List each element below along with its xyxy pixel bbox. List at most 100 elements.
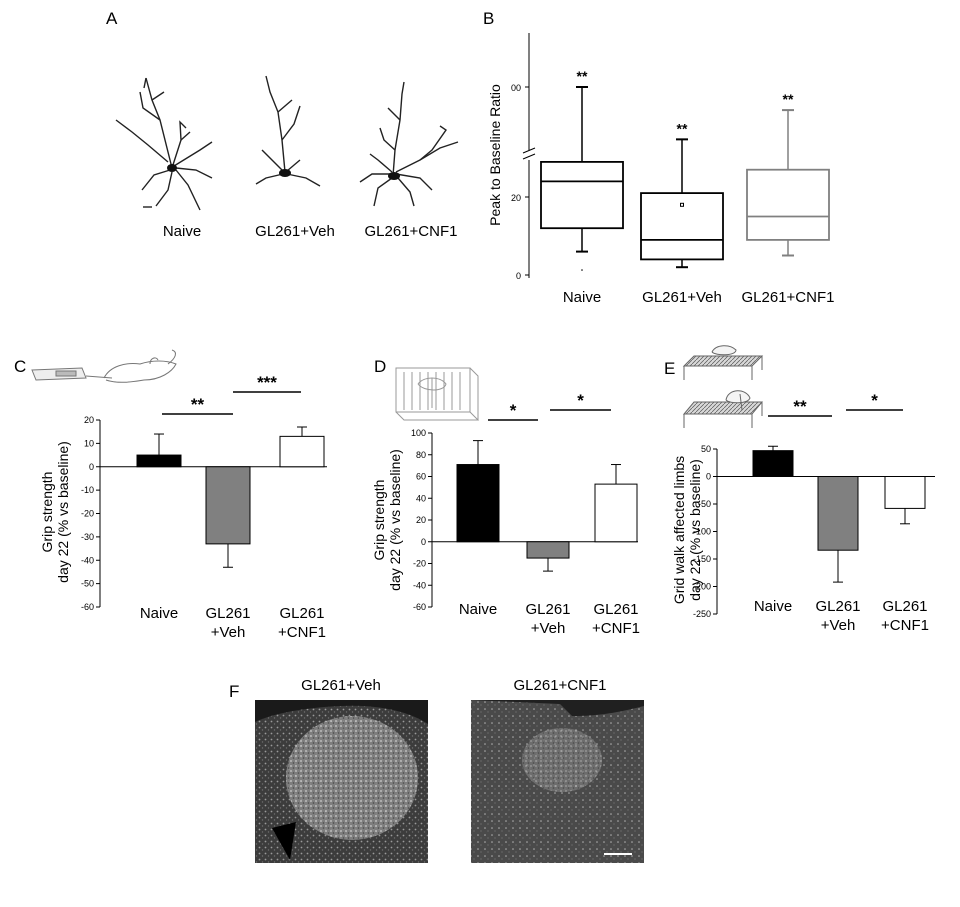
x-category-label: GL261 — [815, 598, 860, 615]
bar — [526, 541, 570, 559]
y-tick-label: -60 — [413, 602, 426, 612]
y-tick-label: -40 — [413, 580, 426, 590]
panel-a: A — [106, 9, 459, 240]
bar — [752, 450, 794, 477]
panel-c-barchart: C Grip strength day 22 (% vs baseline) 2… — [14, 349, 327, 641]
panel-d-barchart: D Grip strength day 22 (% vs baseline) 1… — [371, 357, 640, 637]
significance-label: ** — [191, 395, 205, 414]
y-tick-label: -20 — [81, 509, 94, 519]
y-tick-label: 80 — [416, 450, 426, 460]
bar — [456, 464, 500, 543]
micrograph-title-veh: GL261+Veh — [301, 677, 381, 694]
box — [746, 168, 830, 241]
grip-test-illustration — [31, 349, 177, 383]
x-category-label: Naive — [140, 605, 178, 622]
significance-label: ** — [577, 68, 588, 84]
significance-label: * — [577, 391, 584, 410]
y-tick-label: 20 — [511, 193, 521, 203]
y-axis-label-line1: Grip strength — [371, 480, 387, 561]
box — [640, 192, 724, 261]
x-category-label: +Veh — [211, 624, 246, 641]
y-tick-label: 50 — [701, 444, 711, 454]
significance-label: ** — [793, 397, 807, 416]
significance-label: * — [871, 391, 878, 410]
y-tick-label: 20 — [84, 415, 94, 425]
outlier-point — [581, 269, 583, 271]
y-tick-label: -50 — [698, 499, 711, 509]
x-label-gl261-cnf1: GL261+CNF1 — [742, 289, 835, 306]
x-category-label: Naive — [459, 601, 497, 618]
panel-e-barchart: E Grid walk affected limbs day 22 (% vs … — [664, 345, 935, 634]
bar — [136, 454, 182, 468]
bar — [884, 476, 926, 509]
bar — [205, 466, 251, 545]
x-label-naive: Naive — [563, 289, 601, 306]
panel-a-letter: A — [106, 9, 118, 28]
micrograph-veh — [255, 700, 428, 863]
x-category-label: GL261 — [205, 605, 250, 622]
y-tick-label: 20 — [416, 515, 426, 525]
box — [540, 160, 624, 230]
y-tick-label: 0 — [89, 462, 94, 472]
significance-label: * — [510, 401, 517, 420]
significance-label: *** — [257, 373, 277, 392]
y-tick-label: -10 — [81, 485, 94, 495]
panel-e-letter: E — [664, 359, 675, 378]
neuron-cnf1 — [359, 81, 459, 207]
y-tick-label: 0 — [516, 271, 521, 281]
y-tick-label: -60 — [81, 602, 94, 612]
y-tick-label: 00 — [511, 83, 521, 93]
y-tick-label: 0 — [421, 537, 426, 547]
x-category-label: GL261 — [593, 601, 638, 618]
y-axis-label-line2: day 22 (% vs baseline) — [687, 459, 703, 601]
y-tick-label: -250 — [693, 609, 711, 619]
panel-b-boxplot: B Peak to Baseline Ratio 00 20 0 Naive G… — [483, 9, 834, 306]
y-tick-label: -50 — [81, 579, 94, 589]
y-axis-label-line2: day 22 (% vs baseline) — [387, 449, 403, 591]
x-category-label: Naive — [754, 598, 792, 615]
x-category-label: +Veh — [821, 617, 856, 634]
x-category-label: GL261 — [279, 605, 324, 622]
neuron-soma-veh — [279, 169, 291, 177]
y-tick-label: 60 — [416, 472, 426, 482]
grid-walk-illustration — [682, 345, 764, 428]
grid-test-illustration — [395, 367, 480, 421]
bar — [817, 476, 859, 551]
neuron-soma-naive — [167, 164, 177, 172]
micrograph-title-cnf1: GL261+CNF1 — [514, 677, 607, 694]
neuron-soma-cnf1 — [388, 172, 400, 180]
x-category-label: GL261 — [882, 598, 927, 615]
x-category-label: +Veh — [531, 620, 566, 637]
micrograph-cnf1 — [471, 700, 644, 863]
panel-f-letter: F — [229, 682, 239, 701]
y-axis-label: Peak to Baseline Ratio — [487, 84, 503, 226]
y-tick-label: 10 — [84, 438, 94, 448]
y-tick-label: -200 — [693, 582, 711, 592]
axis-break-mark — [522, 147, 536, 160]
label-gl261-cnf1: GL261+CNF1 — [365, 223, 458, 240]
significance-label: ** — [783, 91, 794, 107]
y-tick-label: -20 — [413, 559, 426, 569]
bar — [279, 435, 325, 468]
x-category-label: GL261 — [525, 601, 570, 618]
mean-marker — [680, 202, 684, 207]
y-axis-label-line1: Grip strength — [39, 472, 55, 553]
label-naive: Naive — [163, 223, 201, 240]
neuron-naive — [115, 77, 213, 211]
y-tick-label: -150 — [693, 554, 711, 564]
y-tick-label: -100 — [693, 527, 711, 537]
panel-d-letter: D — [374, 357, 386, 376]
neuron-veh — [255, 75, 321, 187]
y-tick-label: 0 — [706, 472, 711, 482]
y-axis-label-line2: day 22 (% vs baseline) — [55, 441, 71, 583]
x-category-label: +CNF1 — [881, 617, 929, 634]
x-category-label: +CNF1 — [592, 620, 640, 637]
panel-b-letter: B — [483, 9, 494, 28]
y-tick-label: -40 — [81, 555, 94, 565]
significance-label: ** — [677, 120, 688, 136]
y-tick-label: 100 — [411, 428, 426, 438]
y-axis-label-line1: Grid walk affected limbs — [671, 456, 687, 604]
panel-c-letter: C — [14, 357, 26, 376]
panel-f-micrographs: F GL261+Veh GL261+CNF1 — [229, 677, 644, 863]
